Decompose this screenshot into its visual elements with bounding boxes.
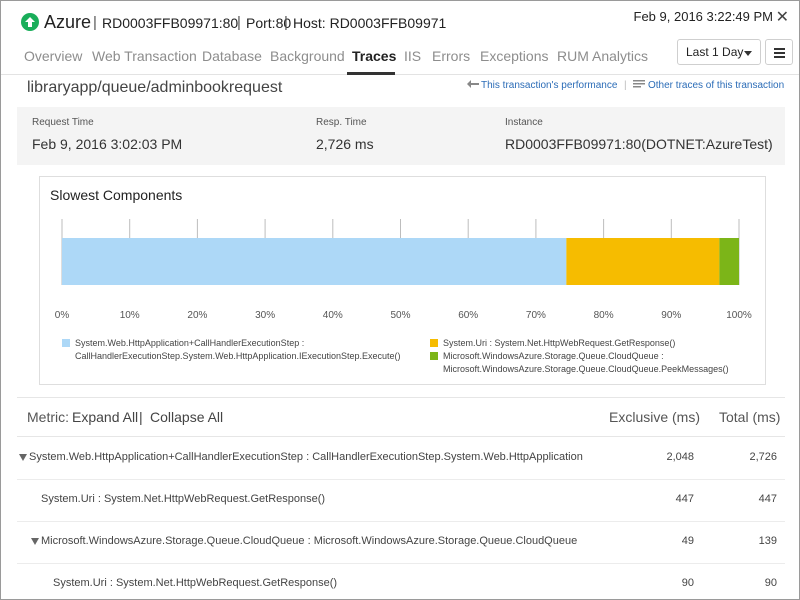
tab-background[interactable]: Background: [270, 48, 345, 64]
tab-database[interactable]: Database: [202, 48, 262, 64]
hamburger-icon: [774, 48, 785, 50]
call-tree-row-exclusive: 447: [675, 493, 694, 505]
legend-swatch: [430, 339, 438, 347]
legend-swatch: [62, 339, 70, 347]
call-tree-row-total: 2,726: [749, 451, 777, 463]
slowest-components-chart: 0% 10% 20% 30% 40% 50% 60% 70% 80% 90% 100%: [55, 219, 752, 321]
legend-label: System.Uri : System.Net.HttpWebRequest.G…: [443, 338, 676, 348]
time-range-value: Last 1 Day: [686, 45, 744, 59]
active-tab-indicator: [347, 72, 395, 75]
instance-value: RD0003FFB09971:80(DOTNET:AzureTest): [505, 136, 773, 152]
call-tree-row[interactable]: System.Uri : System.Net.HttpWebRequest.G…: [17, 564, 785, 600]
header-separator: |: [93, 14, 97, 31]
current-timestamp: Feb 9, 2016 3:22:49 PM: [633, 9, 773, 24]
other-traces-link[interactable]: Other traces of this transaction: [633, 80, 784, 91]
call-tree-row[interactable]: Microsoft.WindowsAzure.Storage.Queue.Clo…: [17, 522, 785, 564]
x-tick-label: 10%: [120, 310, 140, 321]
tab-traces[interactable]: Traces: [352, 48, 397, 64]
top-bar: Azure | RD0003FFB09971:80 | Port:80 | Ho…: [1, 1, 799, 45]
legend-item: System.Web.HttpApplication+CallHandlerEx…: [62, 337, 422, 363]
call-tree-header: Metric: Expand All | Collapse All Exclus…: [17, 397, 785, 437]
close-icon[interactable]: ✕: [775, 9, 789, 26]
x-tick-label: 70%: [526, 310, 546, 321]
legend-swatch: [430, 352, 438, 360]
list-icon: [633, 80, 645, 88]
x-tick-label: 40%: [323, 310, 343, 321]
bar-segment-3[interactable]: [719, 238, 739, 285]
call-tree-row[interactable]: System.Web.HttpApplication+CallHandlerEx…: [17, 438, 785, 480]
tab-bar: Overview Web Transaction Database Backgr…: [1, 41, 799, 75]
call-tree-row-total: 447: [758, 493, 777, 505]
call-tree-row-total: 139: [758, 535, 777, 547]
legend-label: System.Web.HttpApplication+CallHandlerEx…: [75, 338, 401, 361]
bar-segment-1[interactable]: [62, 238, 567, 285]
x-tick-label: 30%: [255, 310, 275, 321]
expand-toggle-icon[interactable]: [19, 454, 27, 461]
expand-toggle-icon[interactable]: [31, 538, 39, 545]
call-tree-row-exclusive: 49: [681, 535, 694, 547]
tab-overview[interactable]: Overview: [24, 48, 83, 64]
resp-time-value: 2,726 ms: [316, 136, 374, 152]
x-tick-label: 90%: [661, 310, 681, 321]
monitor-name: RD0003FFB09971:80: [102, 15, 239, 31]
app-status-up-icon: [21, 13, 39, 31]
tab-iis[interactable]: IIS: [404, 48, 422, 64]
port-value: 80: [275, 15, 292, 31]
collapse-all-button[interactable]: Collapse All: [150, 409, 224, 425]
expand-all-button[interactable]: Expand All: [72, 409, 139, 425]
call-tree-row-name: Microsoft.WindowsAzure.Storage.Queue.Clo…: [31, 535, 577, 547]
chevron-down-icon: [744, 51, 752, 56]
x-tick-label: 100%: [726, 310, 752, 321]
arrow-left-icon: [467, 80, 479, 88]
legend-item: Microsoft.WindowsAzure.Storage.Queue.Clo…: [430, 350, 760, 376]
legend-label: Microsoft.WindowsAzure.Storage.Queue.Clo…: [443, 351, 729, 374]
call-tree-row-exclusive: 2,048: [666, 451, 694, 463]
host-info: Host: RD0003FFB09971: [293, 15, 446, 31]
host-label: Host:: [293, 15, 326, 31]
header-separator: |: [237, 14, 241, 31]
trace-title: libraryapp/queue/adminbookrequest: [27, 79, 283, 96]
request-time-label: Request Time: [32, 117, 94, 128]
instance-label: Instance: [505, 117, 543, 128]
chart-title: Slowest Components: [50, 187, 183, 203]
port-label: Port:: [246, 15, 276, 31]
x-tick-label: 0%: [55, 310, 70, 321]
slowest-components-panel: Slowest Components 0% 10% 20% 30% 40% 50% 60% 7…: [39, 176, 766, 385]
app-name[interactable]: Azure: [44, 12, 92, 32]
tab-errors[interactable]: Errors: [432, 48, 471, 64]
x-tick-label: 80%: [594, 310, 614, 321]
legend-item: System.Uri : System.Net.HttpWebRequest.G…: [430, 337, 760, 350]
call-tree-row-name: System.Uri : System.Net.HttpWebRequest.G…: [53, 577, 338, 589]
transaction-performance-link[interactable]: This transaction's performance: [467, 80, 617, 91]
metric-label: Metric:: [27, 409, 69, 425]
x-tick-label: 60%: [458, 310, 478, 321]
menu-button[interactable]: [765, 39, 793, 65]
resp-time-label: Resp. Time: [316, 117, 367, 128]
time-range-dropdown[interactable]: Last 1 Day: [677, 39, 761, 65]
bar-segment-2[interactable]: [566, 238, 720, 285]
call-tree-row-name: System.Web.HttpApplication+CallHandlerEx…: [19, 451, 583, 463]
expand-collapse-separator: |: [139, 409, 143, 425]
tab-exceptions[interactable]: Exceptions: [480, 48, 549, 64]
tab-rum-analytics[interactable]: RUM Analytics: [557, 48, 649, 64]
column-header-total[interactable]: Total (ms): [719, 409, 781, 425]
host-value: RD0003FFB09971: [329, 15, 447, 31]
port-info: Port:80: [246, 15, 291, 31]
call-tree-row[interactable]: System.Uri : System.Net.HttpWebRequest.G…: [17, 480, 785, 522]
x-tick-label: 20%: [187, 310, 207, 321]
link-separator: |: [624, 80, 627, 91]
call-tree-row-name: System.Uri : System.Net.HttpWebRequest.G…: [41, 493, 326, 505]
request-time-value: Feb 9, 2016 3:02:03 PM: [32, 136, 183, 152]
header-separator: |: [284, 14, 288, 31]
column-header-exclusive[interactable]: Exclusive (ms): [609, 409, 701, 425]
call-tree-row-exclusive: 90: [681, 577, 694, 589]
trace-info-band: Request Time Feb 9, 2016 3:02:03 PM Resp…: [17, 107, 785, 165]
x-tick-label: 50%: [390, 310, 410, 321]
tab-web-transaction[interactable]: Web Transaction: [92, 48, 197, 64]
call-tree-row-total: 90: [764, 577, 777, 589]
